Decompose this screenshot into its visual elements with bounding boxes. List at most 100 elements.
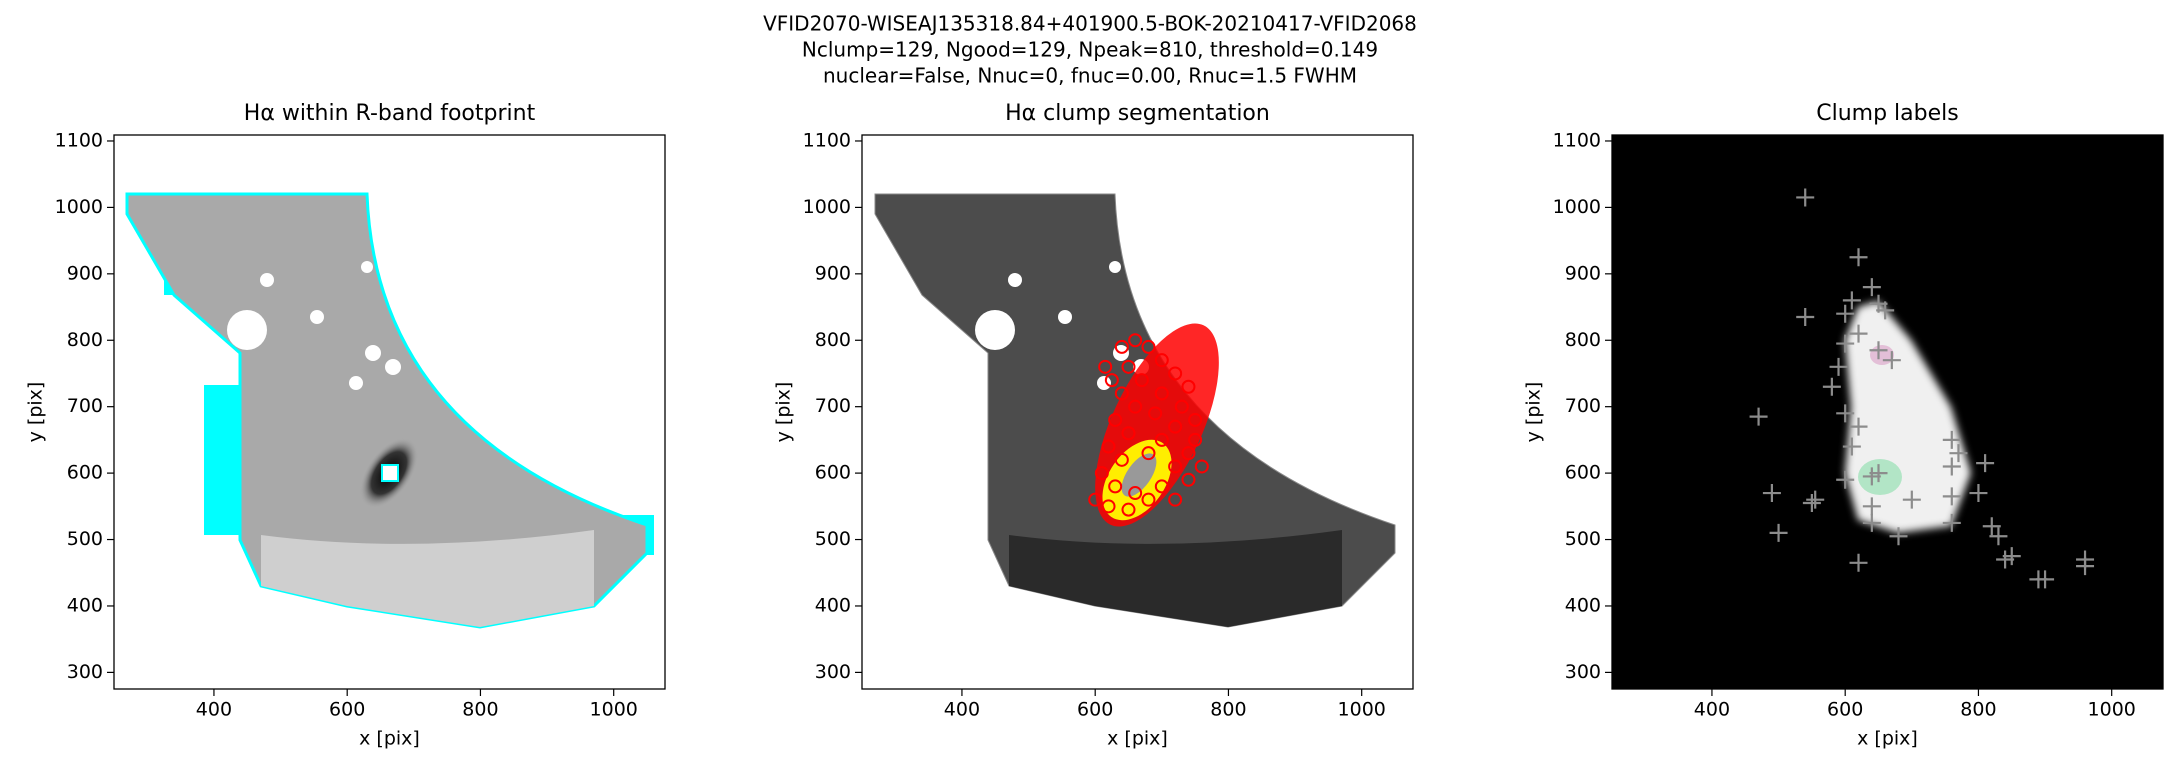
clump-marker [1862,278,1881,297]
clump-marker [1154,432,1169,447]
axes-frame [861,134,1414,690]
figure-subtitle: Nclump=129, Ngood=129, Npeak=810, thresh… [802,38,1378,62]
clump-marker [1121,359,1136,374]
clump-marker [1181,379,1196,394]
clump-marker [1822,377,1841,396]
axes-frame [1611,134,2164,690]
clump-marker [1902,490,1921,509]
y-tick-label: 1000 [803,196,851,218]
clump-marker [1942,457,1961,476]
panel [114,135,665,689]
y-tick-label: 800 [67,329,103,351]
clump-marker [1829,357,1848,376]
y-tick-label: 300 [1565,661,1601,683]
x-tick-label: 600 [1077,699,1113,721]
clump-marker [1114,452,1129,467]
clump-marker [1188,432,1203,447]
clump-marker [1769,523,1788,542]
clump-marker [1862,513,1881,532]
clump-marker [1114,339,1129,354]
clump-marker [1942,430,1961,449]
x-tick-label: 800 [1960,699,1996,721]
clump-marker [1188,412,1203,427]
clump-marker [1862,467,1881,486]
clump-marker [1802,494,1821,513]
clump-marker [1141,339,1156,354]
clump-marker [1181,446,1196,461]
y-tick-label: 600 [67,462,103,484]
clump-marker [1849,417,1868,436]
y-tick-label: 1000 [55,196,103,218]
y-tick-label: 600 [815,462,851,484]
x-tick-label: 400 [1694,699,1730,721]
clump-marker [1101,499,1116,514]
y-tick-label: 400 [1565,594,1601,616]
clump-marker [1148,406,1163,421]
clump-marker [1749,407,1768,426]
clump-marker [1108,479,1123,494]
y-tick-label: 1100 [803,129,851,151]
figure-subtitle: nuclear=False, Nnuc=0, fnuc=0.00, Rnuc=1… [823,64,1357,88]
clump-marker [1806,490,1825,509]
y-tick-label: 900 [67,262,103,284]
y-tick-label: 300 [67,661,103,683]
panel [1612,135,2163,689]
x-axis-label: x [pix] [359,728,420,750]
clump-marker [1836,334,1855,353]
clump-marker [1976,454,1995,473]
x-tick-label: 800 [462,699,498,721]
clump-marker [1849,324,1868,343]
figure-title: VFID2070-WISEAJ135318.84+401900.5-BOK-20… [763,12,1417,36]
x-tick-label: 400 [944,699,980,721]
clump-marker [1836,304,1855,323]
clump-marker [1104,373,1119,388]
y-tick-label: 700 [1565,395,1601,417]
clump-marker [1889,527,1908,546]
panel-title: Hα within R-band footprint [244,101,536,126]
image [114,135,665,689]
clump-marker [1141,492,1156,507]
x-tick-label: 1000 [1338,699,1386,721]
clump-marker [1796,308,1815,327]
x-tick-label: 1000 [2088,699,2136,721]
clump-marker [1181,472,1196,487]
clump-marker [1154,353,1169,368]
clump-marker [1796,188,1815,207]
y-tick-label: 700 [815,395,851,417]
clump-marker [2076,557,2095,576]
clump-marker [2029,570,2048,589]
clump-marker [1836,404,1855,423]
y-tick-label: 1100 [1553,129,1601,151]
y-tick-label: 1000 [1553,196,1601,218]
x-tick-label: 600 [329,699,365,721]
y-tick-label: 1100 [55,129,103,151]
clump-marker [2002,547,2021,566]
clump-marker [1882,351,1901,370]
clump-marker [1862,497,1881,516]
x-tick-label: 600 [1827,699,1863,721]
clump-marker [1949,444,1968,463]
y-tick-label: 300 [815,661,851,683]
panel-title: Clump labels [1816,101,1958,126]
y-tick-label: 800 [1565,329,1601,351]
clump-marker [1194,459,1209,474]
y-tick-label: 400 [815,594,851,616]
clump-marker [1842,291,1861,310]
clump-marker [1114,386,1129,401]
y-tick-label: 500 [815,528,851,550]
clump-marker [1174,399,1189,414]
clump-marker [1168,419,1183,434]
clump-marker [1869,341,1888,360]
y-tick-label: 900 [1565,262,1601,284]
y-tick-label: 900 [815,262,851,284]
clump-marker [1849,553,1868,572]
clump-marker [1942,487,1961,506]
clump-marker [1989,527,2008,546]
panel [862,135,1413,689]
clump-marker [1134,373,1149,388]
clump-marker [1128,486,1143,501]
y-axis-label: y [pix] [25,382,47,443]
clump-marker [1154,479,1169,494]
